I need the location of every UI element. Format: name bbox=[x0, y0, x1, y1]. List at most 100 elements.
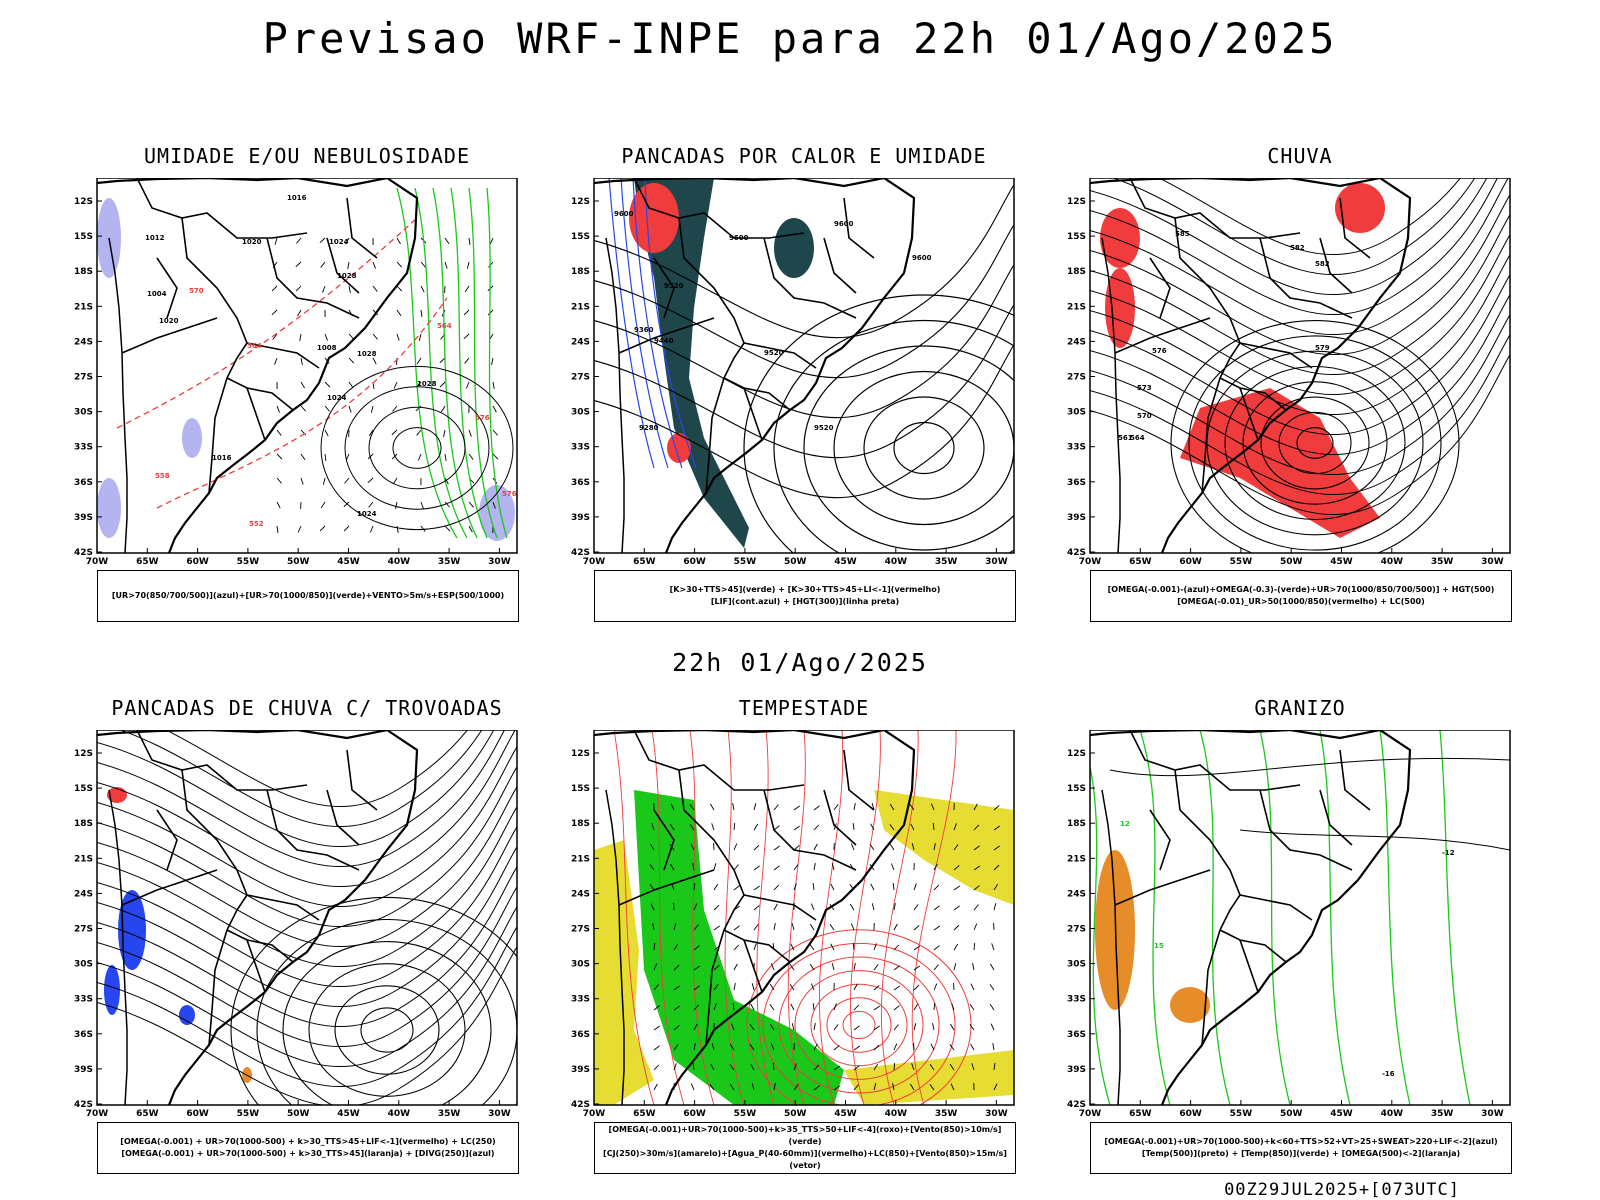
wind-vector bbox=[368, 429, 374, 437]
wind-vector bbox=[773, 865, 780, 871]
wind-vector bbox=[492, 453, 499, 460]
west-coastline bbox=[605, 237, 625, 553]
wind-vector bbox=[973, 845, 980, 851]
lat-tick-label: 15S bbox=[571, 232, 590, 242]
wind-vector bbox=[439, 381, 446, 388]
contour-line bbox=[778, 956, 940, 1094]
wind-vector bbox=[420, 525, 426, 532]
contour-line bbox=[334, 985, 440, 1075]
wind-vector bbox=[396, 261, 403, 268]
lat-tick-label: 27S bbox=[571, 925, 590, 935]
state-border bbox=[743, 342, 817, 369]
wind-vector bbox=[873, 1025, 880, 1031]
wind-vector bbox=[320, 501, 326, 509]
wind-vector bbox=[769, 1023, 775, 1031]
state-border bbox=[346, 197, 378, 259]
wind-vector bbox=[753, 924, 759, 931]
streamline bbox=[97, 745, 517, 908]
contour-label: 12 bbox=[1120, 820, 1130, 828]
wind-vector bbox=[710, 803, 715, 811]
wind-vector bbox=[649, 883, 655, 891]
legend-text: [K>30+TTS>45](verde) + [K>30+TTS>45+LI<-… bbox=[669, 585, 941, 594]
wind-vector bbox=[893, 944, 900, 951]
wind-vector bbox=[396, 333, 400, 341]
wind-vector bbox=[773, 923, 776, 931]
contour-label: 582 bbox=[1290, 244, 1305, 252]
wind-vector bbox=[489, 237, 494, 245]
wind-vector bbox=[395, 501, 398, 509]
wind-vector bbox=[953, 823, 957, 831]
wind-vector bbox=[271, 285, 278, 292]
wind-vector bbox=[396, 237, 401, 245]
state-border bbox=[763, 237, 857, 319]
state-border bbox=[246, 387, 266, 441]
wind-vector bbox=[753, 885, 761, 891]
wind-vector bbox=[993, 864, 1000, 871]
wind-vector bbox=[276, 525, 279, 533]
wind-vector bbox=[989, 1003, 995, 1011]
lon-tick-label: 30W bbox=[1481, 1109, 1504, 1119]
lon-tick-label: 40W bbox=[885, 1109, 908, 1119]
wind-vector bbox=[892, 1083, 895, 1091]
wind-vector bbox=[829, 924, 835, 931]
coastline bbox=[1090, 730, 1412, 1105]
panel-title: CHUVA bbox=[1267, 144, 1333, 168]
wind-vector bbox=[690, 1083, 695, 1091]
run-info: 00Z29JUL2025+[073UTC] bbox=[1224, 1180, 1460, 1200]
jet-area bbox=[874, 790, 1014, 905]
contour-line bbox=[256, 918, 517, 1105]
wind-vector bbox=[392, 477, 398, 485]
wind-vector bbox=[322, 285, 326, 293]
wind-vector bbox=[989, 984, 995, 991]
wind-vector bbox=[990, 963, 995, 971]
lon-tick-label: 55W bbox=[1230, 1109, 1253, 1119]
wind-vector bbox=[733, 864, 739, 871]
state-border bbox=[843, 197, 875, 259]
legend-text: [LIF](cont.azul) + [HGT(300)](linha pret… bbox=[710, 597, 900, 606]
streamline bbox=[594, 263, 1014, 419]
contour-line bbox=[773, 319, 1014, 553]
lon-tick-label: 50W bbox=[287, 557, 310, 567]
streamline bbox=[594, 343, 1014, 499]
wind-vector bbox=[488, 261, 494, 268]
wind-vector bbox=[420, 285, 425, 293]
contour-label: 576 bbox=[1525, 544, 1530, 552]
contour-label: 9600 bbox=[834, 220, 854, 228]
lat-tick-label: 27S bbox=[1067, 925, 1086, 935]
wind-vector bbox=[951, 1003, 955, 1011]
wind-vector bbox=[793, 883, 797, 891]
contour-label: 564 bbox=[1130, 434, 1145, 442]
contour-label: 585 bbox=[1175, 230, 1190, 238]
legend-box: [OMEGA(-0.001) + UR>70(1000-500) + k>30_… bbox=[97, 1122, 519, 1174]
legend-text: [UR>70(850/700/500)](azul)+[UR>70(1000/8… bbox=[111, 591, 505, 600]
lat-tick-label: 42S bbox=[74, 1100, 93, 1110]
wind-vector bbox=[345, 237, 350, 245]
wind-vector bbox=[274, 357, 278, 365]
contour-label: 561 bbox=[1118, 434, 1133, 442]
contour-label: 576 bbox=[475, 414, 490, 422]
streamline bbox=[1090, 193, 1510, 356]
wind-vector bbox=[773, 1083, 776, 1091]
wind-vector bbox=[673, 964, 680, 971]
wind-vector bbox=[713, 863, 717, 871]
state-border bbox=[1129, 730, 1301, 791]
lat-tick-label: 30S bbox=[74, 960, 93, 970]
wind-vector bbox=[930, 1043, 935, 1051]
wind-vector bbox=[789, 984, 795, 991]
wind-vector bbox=[368, 501, 374, 508]
map-frame bbox=[1089, 730, 1511, 1106]
lat-tick-label: 12S bbox=[74, 749, 93, 759]
legend-text: [OMEGA(-0.001)+UR>70(1000-500)+k>35_TTS>… bbox=[608, 1125, 1002, 1146]
wind-vector bbox=[673, 985, 680, 991]
lifted-index-contour bbox=[608, 178, 655, 469]
lon-tick-label: 45W bbox=[337, 557, 360, 567]
wind-vector bbox=[969, 1024, 975, 1031]
contour-label: 579 bbox=[1315, 344, 1330, 352]
wind-vector bbox=[276, 453, 283, 460]
state-border bbox=[1149, 257, 1171, 319]
lat-tick-label: 15S bbox=[1067, 232, 1086, 242]
lat-tick-label: 30S bbox=[1067, 960, 1086, 970]
contour-line bbox=[1296, 427, 1334, 459]
wind-vector bbox=[993, 845, 1000, 851]
